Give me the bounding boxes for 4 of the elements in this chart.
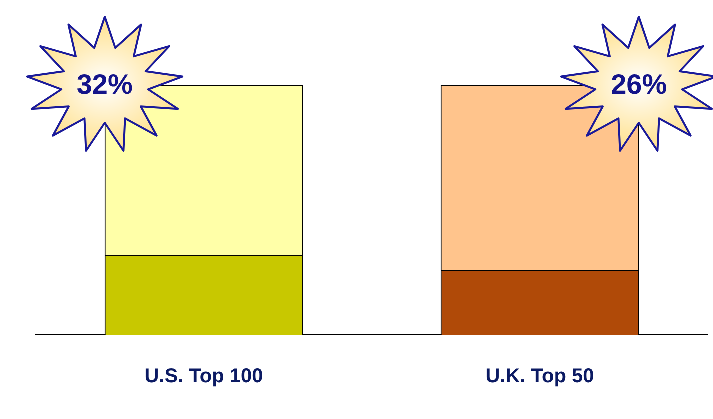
x-tick-label: U.S. Top 100 bbox=[144, 366, 264, 388]
annotation: 26% bbox=[610, 69, 668, 101]
x-tick-label: U.K. Top 50 bbox=[486, 366, 594, 388]
annotation: 32% bbox=[76, 69, 134, 101]
